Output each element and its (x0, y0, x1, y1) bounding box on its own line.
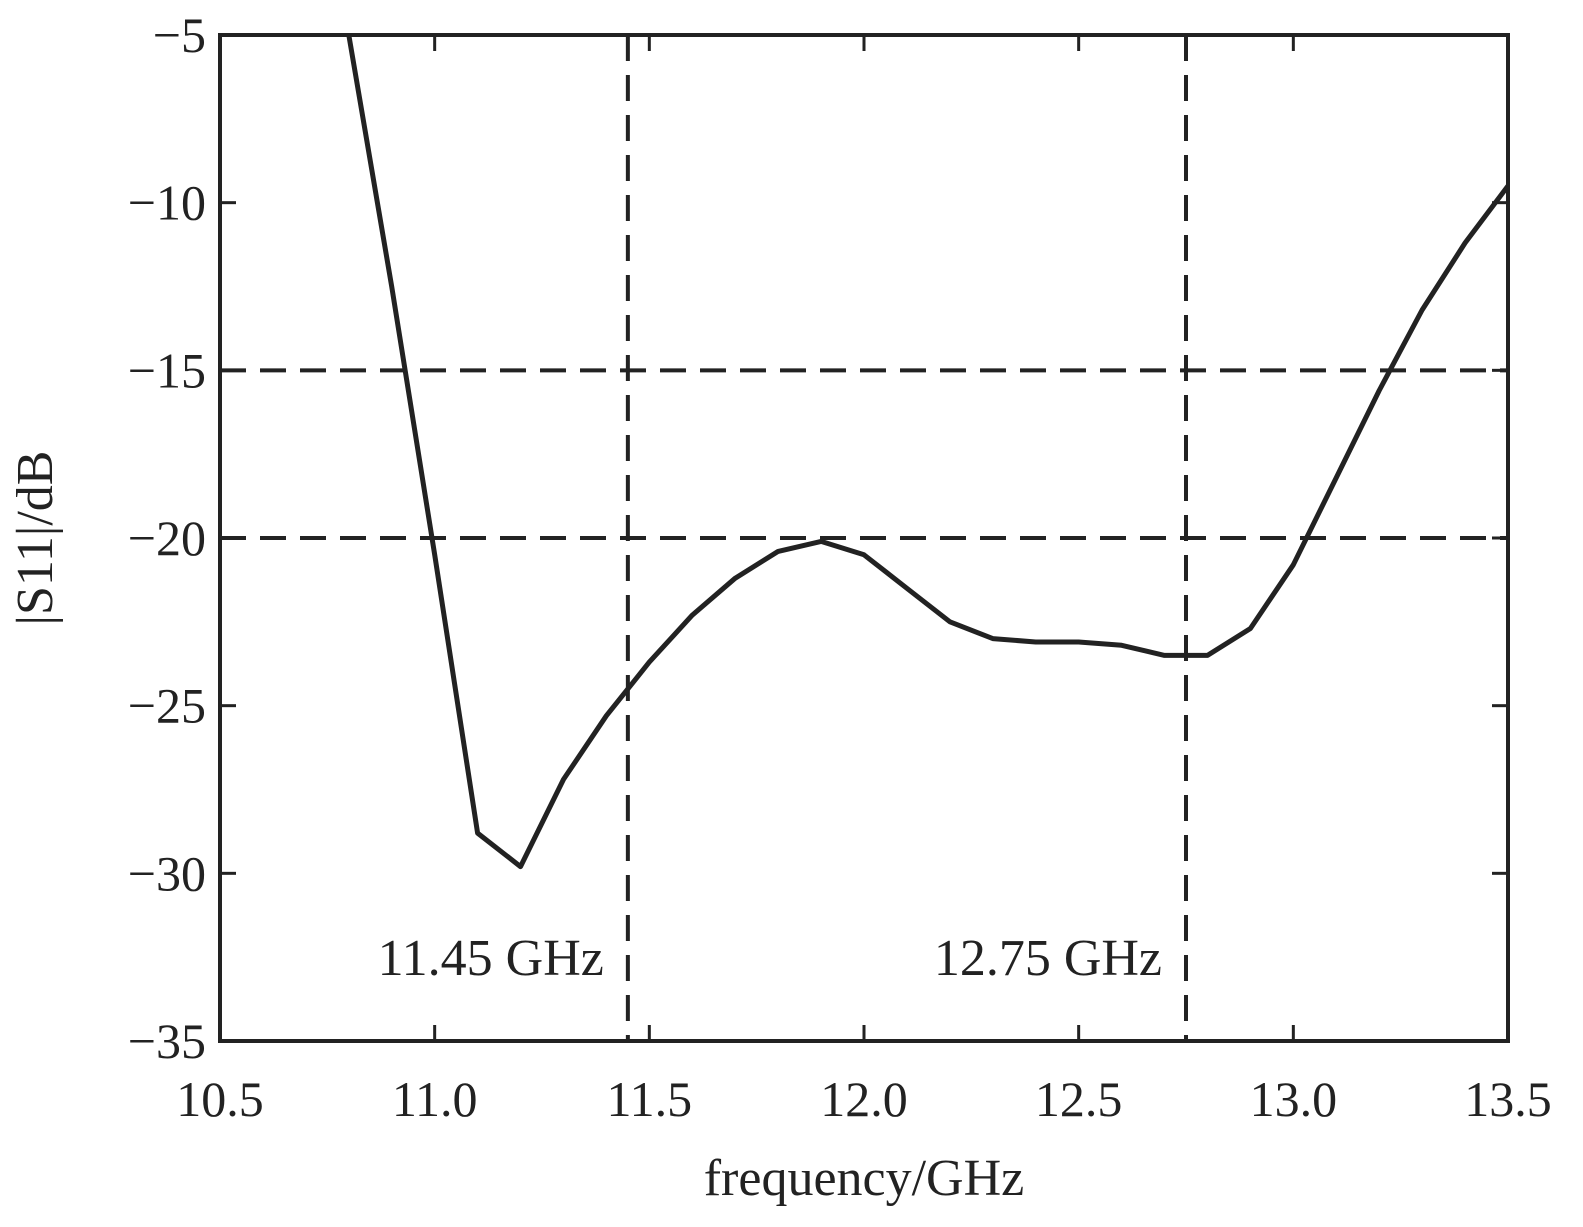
x-tick-label: 12.0 (820, 1071, 908, 1127)
x-axis-title: frequency/GHz (704, 1150, 1025, 1207)
y-tick-label: −30 (128, 845, 206, 901)
y-tick-label: −5 (153, 7, 206, 63)
axis-ticks (218, 33, 1510, 1043)
y-tick-labels: −5 −10 −15 −20 −25 −30 −35 (128, 7, 206, 1069)
frequency-marker-label: 12.75 GHz (934, 930, 1162, 987)
y-tick-label: −25 (128, 678, 206, 734)
x-tick-label: 13.0 (1250, 1071, 1338, 1127)
y-tick-label: −10 (128, 175, 206, 231)
x-tick-label: 13.5 (1464, 1071, 1552, 1127)
y-tick-label: −15 (128, 342, 206, 398)
x-tick-labels: 10.5 11.0 11.5 12.0 12.5 13.0 13.5 (176, 1071, 1552, 1127)
x-tick-label: 11.0 (392, 1071, 478, 1127)
x-tick-label: 10.5 (176, 1071, 264, 1127)
frequency-marker-label: 11.45 GHz (378, 930, 604, 987)
y-tick-label: −20 (128, 510, 206, 566)
x-tick-label: 11.5 (607, 1071, 693, 1127)
reference-lines (220, 35, 1508, 1041)
x-tick-label: 12.5 (1035, 1071, 1123, 1127)
annotations: 11.45 GHz 12.75 GHz (378, 930, 1162, 987)
y-axis-title: |S11|/dB (7, 451, 64, 626)
series-layer (346, 34, 1510, 870)
y-tick-label: −35 (128, 1013, 206, 1069)
s11-curve (346, 34, 1510, 870)
